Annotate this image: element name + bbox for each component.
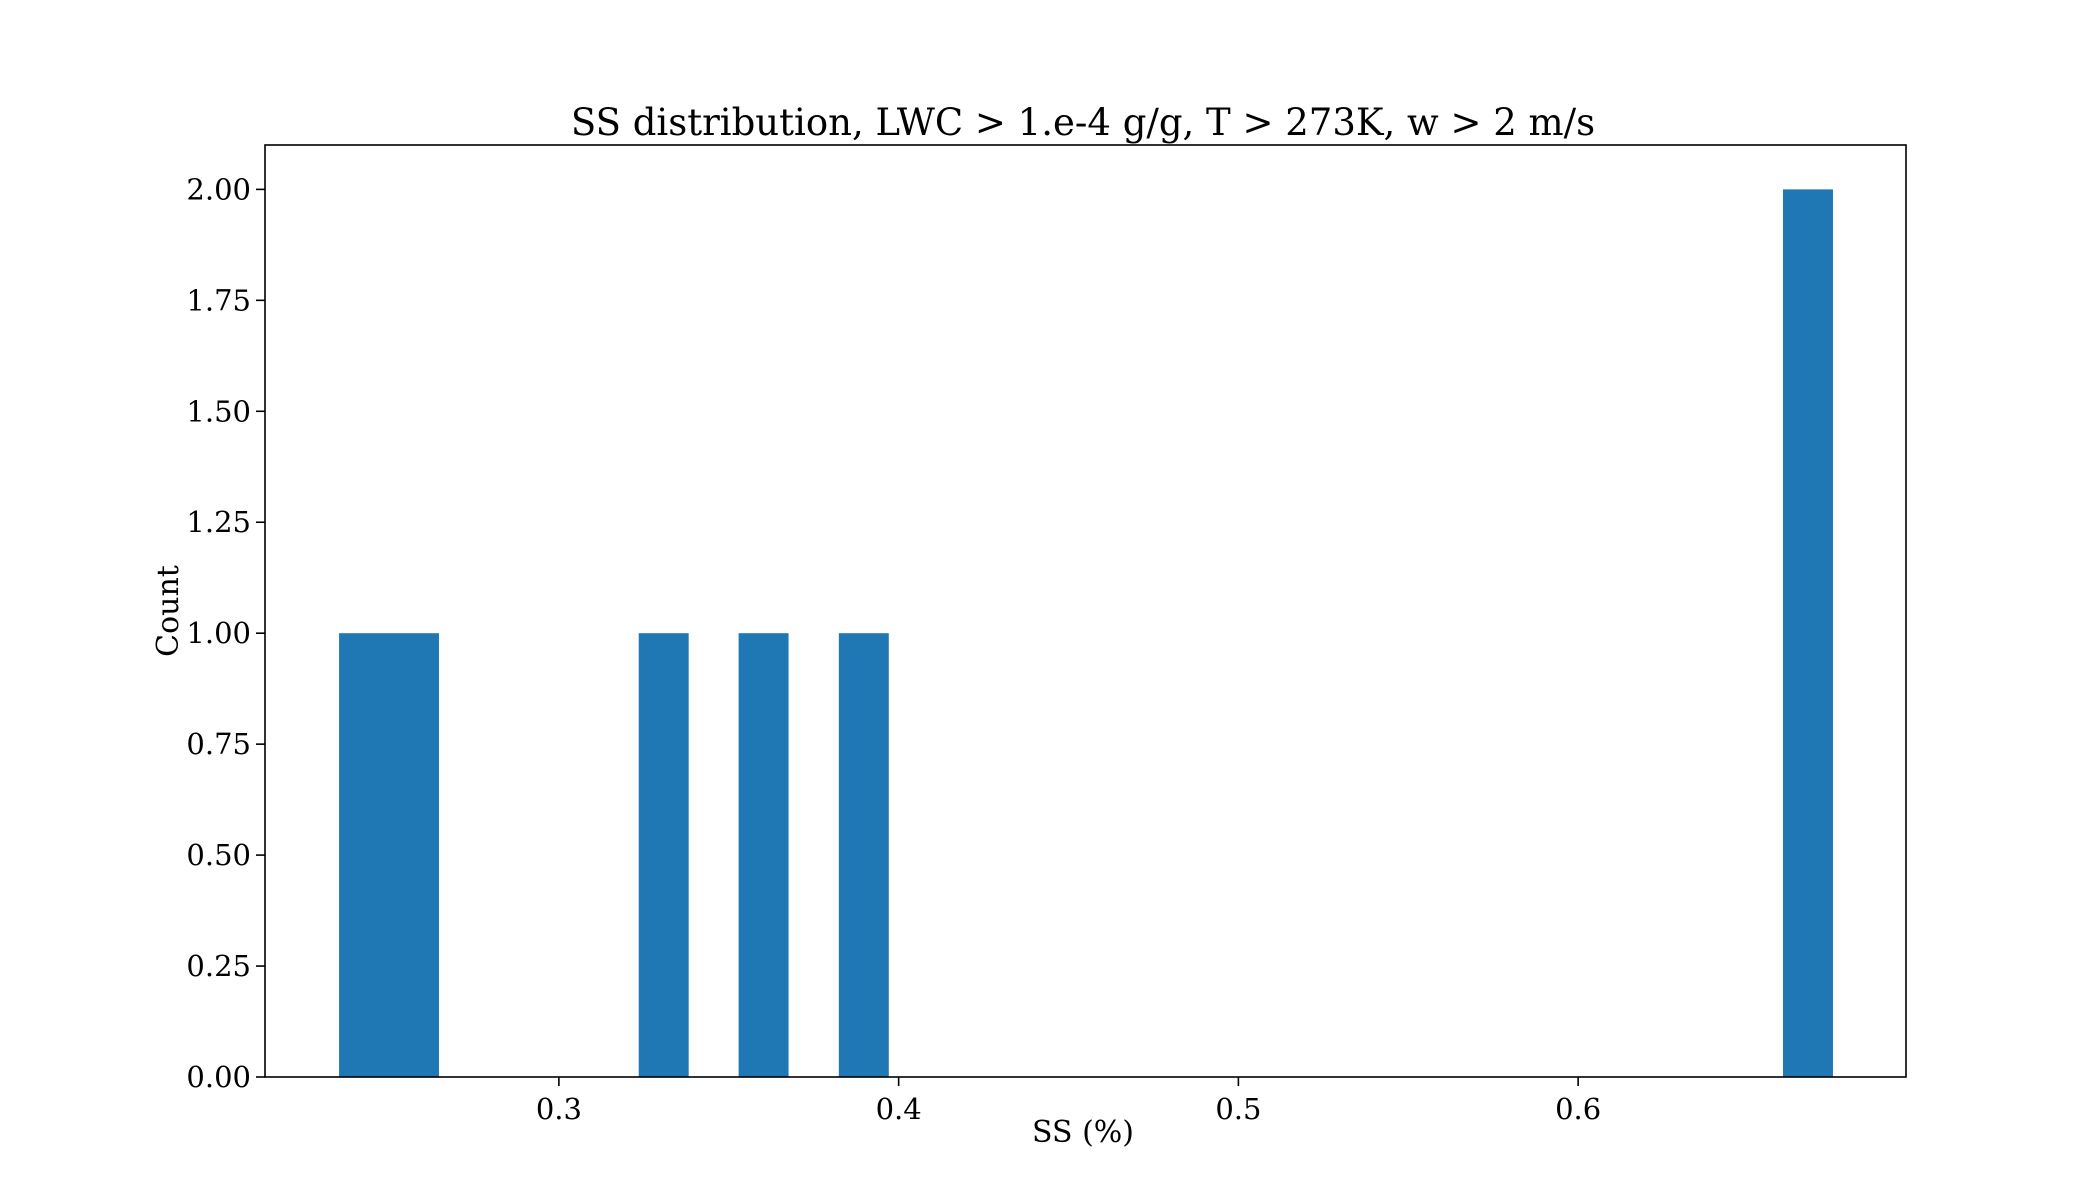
histogram-bar-1: [389, 633, 439, 1077]
histogram-bar-4: [838, 633, 889, 1077]
x-tick-label: 0.4: [876, 1092, 922, 1126]
y-tick-label: 1.00: [186, 616, 251, 650]
y-tick-label: 0.25: [186, 949, 251, 983]
histogram-bar-5: [1783, 189, 1833, 1077]
y-tick-label: 0.50: [186, 838, 251, 872]
y-tick-label: 2.00: [186, 172, 251, 206]
bars-layer: [339, 189, 1833, 1077]
y-tick-label: 1.25: [186, 505, 251, 539]
plot-frame: [264, 144, 1907, 1078]
x-axis-label: SS (%): [1032, 1115, 1134, 1150]
histogram-bar-2: [638, 633, 689, 1077]
histogram-bar-3: [738, 633, 789, 1077]
x-tick-label: 0.3: [536, 1092, 582, 1126]
y-tick-label: 0.75: [186, 727, 251, 761]
y-tick-label: 0.00: [186, 1060, 251, 1094]
x-axis-ticks: 0.3 0.4 0.5 0.6: [536, 1077, 1601, 1126]
y-axis-ticks: 0.00 0.25 0.50 0.75 1.00 1.25 1.50 1.75 2.00: [186, 172, 265, 1094]
y-tick-label: 1.50: [186, 394, 251, 428]
chart-title: SS distribution, LWC > 1.e-4 g/g, T > 27…: [571, 101, 1595, 144]
y-axis-label: Count: [151, 565, 186, 657]
histogram-bar-0: [339, 633, 390, 1077]
y-tick-label: 1.75: [186, 283, 251, 317]
x-tick-label: 0.6: [1555, 1092, 1601, 1126]
x-tick-label: 0.5: [1215, 1092, 1261, 1126]
